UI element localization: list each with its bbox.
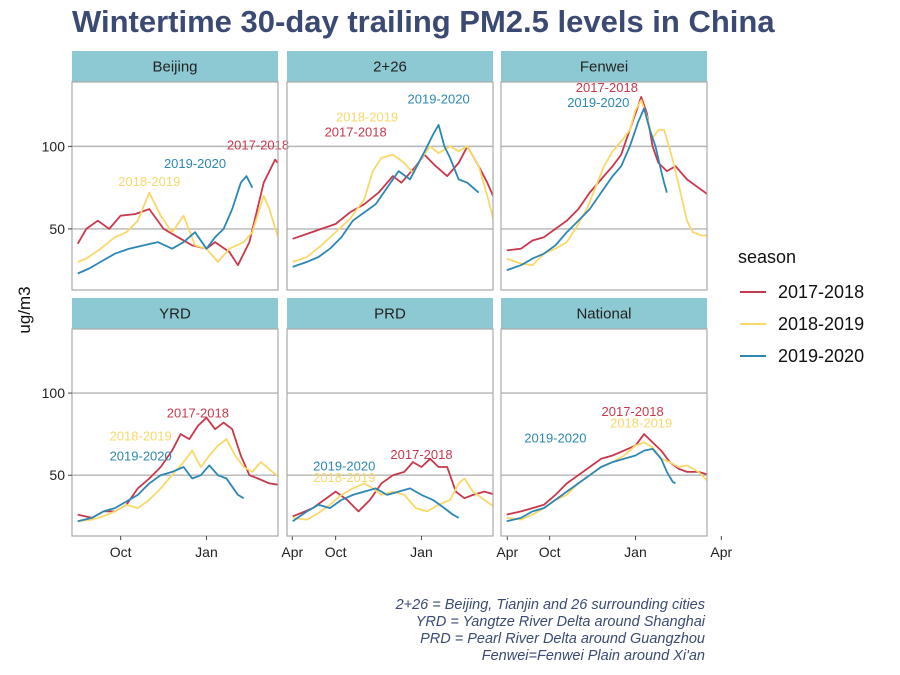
series-line-2018-2019 (292, 145, 493, 263)
series-line-2018-2019 (506, 441, 707, 521)
panel-strip-label: PRD (374, 306, 406, 323)
series-label: 2017-2018 (167, 406, 229, 421)
series-line-2017-2018 (506, 96, 707, 252)
panel-strip-label: Fenwei (580, 59, 628, 76)
series-line-2019-2020 (292, 124, 480, 268)
y-axis-title: ug/m3 (15, 286, 34, 333)
legend-title: season (738, 247, 796, 267)
series-line-2019-2020 (292, 487, 460, 522)
series-label: 2019-2020 (110, 448, 172, 463)
series-line-2018-2019 (506, 99, 707, 267)
panel-yrd: YRD 2017-2018 2018-2019 2019-2020 50 100 Oct Ja… (42, 298, 304, 560)
x-tick-label: Oct (539, 544, 561, 560)
panel-strip (501, 298, 707, 329)
x-tick-label: Jan (410, 544, 433, 560)
caption-line: PRD = Pearl River Delta around Guangzhou (420, 631, 705, 647)
legend: season 2017-2018 2018-2019 2019-2020 (738, 247, 864, 366)
series-label: 2018-2019 (313, 470, 375, 485)
panel-strip-label: Beijing (152, 59, 197, 76)
legend-label: 2018-2019 (778, 314, 864, 334)
series-label: 2018-2019 (336, 110, 398, 125)
caption-line: Fenwei=Fenwei Plain around Xi'an (482, 648, 705, 664)
panel-strip-label: 2+26 (373, 59, 407, 76)
series-line-2017-2018 (506, 433, 707, 516)
caption-line: YRD = Yangtze River Delta around Shangha… (416, 614, 706, 630)
caption: 2+26 = Beijing, Tianjin and 26 surroundi… (395, 597, 706, 664)
series-line-2019-2020 (506, 448, 676, 523)
panel-strip-label: National (576, 306, 631, 323)
series-line-2018-2019 (77, 438, 278, 523)
y-tick-label: 100 (42, 138, 66, 154)
facet-panels: Beijing2019-20202018-20192017-2018501002… (42, 51, 733, 560)
panel-strip (287, 51, 493, 82)
panel-border (71, 328, 279, 537)
series-label: 2017-2018 (227, 138, 289, 153)
x-tick-label: Apr (710, 544, 732, 560)
series-line-2017-2018 (292, 145, 493, 240)
series-line-2018-2019 (77, 191, 278, 263)
series-label: 2019-2020 (313, 458, 375, 473)
x-tick-label: Jan (195, 544, 218, 560)
series-label: 2019-2020 (524, 430, 586, 445)
series-line-2017-2018 (76, 158, 278, 267)
panel-beijing: Beijing 2019-2020 2018-2019 2017-2018 50 100 (42, 51, 289, 291)
series-label: 2019-2020 (567, 95, 629, 110)
y-tick-label: 50 (49, 221, 65, 237)
series-label: 2018-2019 (610, 416, 672, 431)
series-label: 2018-2019 (118, 174, 180, 189)
series-label: 2017-2018 (390, 447, 452, 462)
x-tick-label: Apr (281, 544, 303, 560)
x-tick-label: Apr (496, 544, 518, 560)
panel-border (500, 328, 708, 537)
series-label: 2018-2019 (110, 429, 172, 444)
series-label: 2019-2020 (408, 91, 470, 106)
panel-border (286, 81, 494, 291)
series-line-2019-2020 (506, 107, 668, 272)
y-tick-label: 100 (42, 385, 66, 401)
panel-border (71, 81, 279, 291)
panel-strip-label: YRD (159, 306, 191, 323)
series-line-2019-2020 (77, 464, 245, 523)
series-label: 2017-2018 (325, 124, 387, 139)
caption-line: 2+26 = Beijing, Tianjin and 26 surroundi… (395, 597, 705, 613)
legend-label: 2019-2020 (778, 346, 864, 366)
panel-strip (501, 51, 707, 82)
series-label: 2017-2018 (576, 80, 638, 95)
panel-border (500, 81, 708, 291)
panel-strip (287, 298, 493, 329)
y-tick-label: 50 (49, 467, 65, 483)
x-tick-label: Oct (325, 544, 347, 560)
legend-label: 2017-2018 (778, 282, 864, 302)
chart-title: Wintertime 30-day trailing PM2.5 levels … (72, 4, 775, 39)
panel-border (286, 328, 494, 537)
series-line-2019-2020 (77, 175, 254, 275)
series-line-2018-2019 (292, 477, 493, 521)
series-label: 2017-2018 (602, 404, 664, 419)
series-label: 2019-2020 (164, 156, 226, 171)
panel-strip (72, 298, 278, 329)
x-tick-label: Jan (624, 544, 647, 560)
panel-strip (72, 51, 278, 82)
x-tick-label: Oct (110, 544, 132, 560)
